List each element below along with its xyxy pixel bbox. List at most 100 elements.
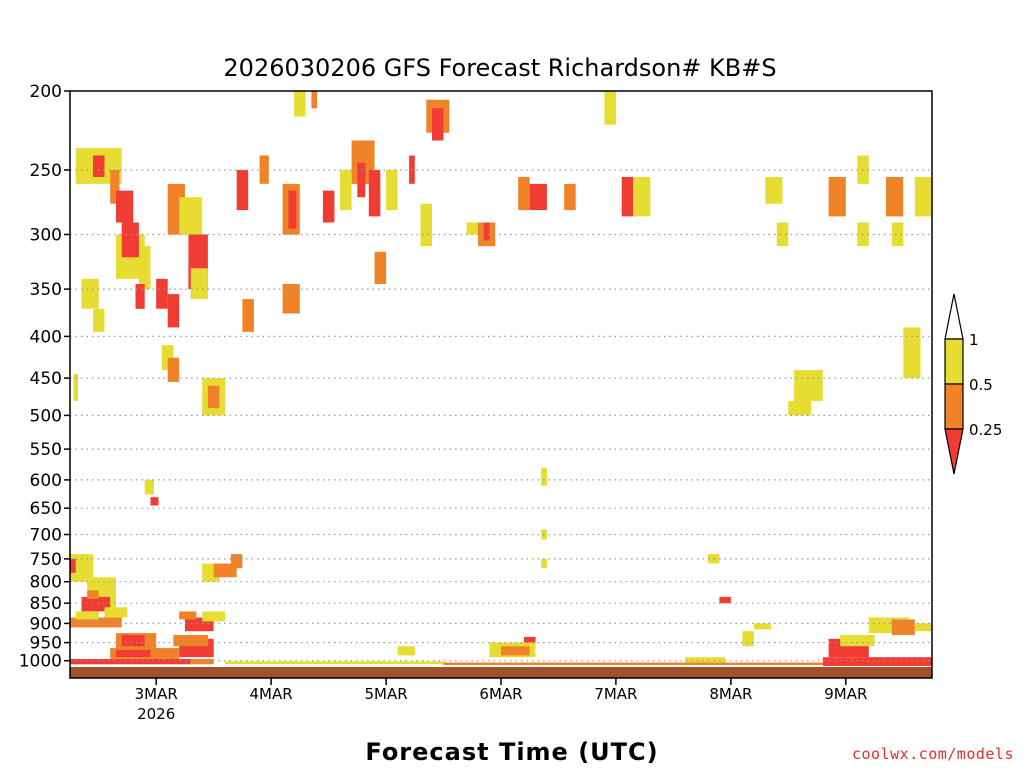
ri-cell-low [529,183,547,211]
ri-cell-mid [242,299,254,332]
ri-cell-mid [259,155,269,184]
ri-cell-low [93,155,105,177]
ri-cell-high [541,467,547,486]
ri-cell-low [70,558,76,573]
x-tick-label: 9MAR [824,685,867,703]
ri-cell-mid [891,619,915,636]
y-tick-label: 800 [30,573,62,593]
ground-fill [70,667,932,678]
ri-cell-high [914,177,932,217]
ri-cell-high [903,327,921,379]
ri-cell-high [139,246,151,290]
ri-cell-low [822,657,932,666]
y-tick-label: 500 [30,406,62,426]
ri-cell-high [386,170,398,211]
ri-cell-high [81,278,99,309]
legend-bottom-arrow [944,428,964,475]
ri-cell-high [340,170,352,211]
y-tick-label: 900 [30,614,62,634]
ri-cell-low [156,278,168,309]
ri-cell-mid [167,357,180,382]
ri-cell-low [167,294,180,328]
ri-cell-high [294,91,306,117]
y-tick-label: 650 [30,499,62,519]
ri-cell-high [104,607,128,618]
y-tick-label: 550 [30,440,62,460]
ground-band [70,667,932,678]
ri-cell-mid [179,611,197,620]
ri-cell-low [121,635,145,647]
y-tick-label: 750 [30,550,62,570]
ri-cell-high [70,554,93,582]
legend-bin-high [944,338,964,385]
ri-cell-high [541,558,547,569]
ri-cell-mid [374,251,387,284]
ri-cell-low [116,649,151,658]
ri-cell-high [73,374,78,401]
y-tick-label: 700 [30,526,62,546]
y-tick-label: 400 [30,327,62,347]
y-tick-label: 950 [30,634,62,654]
ri-cell-mid [173,635,208,647]
ri-cell-high [179,197,203,235]
ri-cell-mid [207,385,220,409]
y-tick-label: 450 [30,369,62,389]
ri-cell-high [684,657,726,663]
x-tick-label: 4MAR [250,685,293,703]
ri-cell-low [432,108,444,141]
ri-cell-low [121,222,139,258]
ri-cell-mid [311,91,318,109]
ri-cell-low [236,170,249,211]
ri-cell-high [914,623,932,632]
ri-cell-low [135,284,145,309]
x-tick-label: 6MAR [479,685,522,703]
ri-cell-mid [190,659,214,665]
ri-cell-mid [518,177,530,211]
ri-cell-high [891,222,904,247]
ri-cell-mid [443,662,823,665]
legend-bin-mid [944,383,964,430]
ri-cell-high [788,400,812,416]
ri-cell-high [161,345,174,371]
ri-cell-mid [886,177,904,217]
y-tick-label: 200 [30,82,62,102]
ri-cell-high [225,661,444,665]
ri-cell-high [397,646,415,656]
x-axis-label: Forecast Time (UTC) [365,738,658,766]
ri-cell-mid [282,284,300,314]
ri-cell-mid [87,590,99,599]
y-tick-label: 350 [30,280,62,300]
ri-cell-mid [230,554,243,569]
ri-cell-high [190,268,208,300]
ri-cell-mid [110,170,120,204]
ri-cell-low [116,190,134,223]
x-tick-label: 7MAR [594,685,637,703]
ri-cell-low [322,190,335,223]
pressure-gridlines [70,169,932,662]
color-legend: 1 0.5 0.25 [944,293,1002,475]
legend-label: 0.25 [969,421,1002,439]
ri-cell-high [776,222,789,247]
legend-label: 1 [969,331,979,349]
ri-cell-low [81,596,111,612]
ri-cell-mid [828,177,846,217]
ri-cell-low [524,636,536,643]
ri-cell-low [483,222,490,241]
ri-cell-high [144,479,154,495]
ri-cell-high [466,222,478,235]
credit-text[interactable]: coolwx.com/models [851,745,1014,763]
ri-cell-high [765,177,783,204]
ri-cell-high [93,308,105,332]
ri-cell-high [604,91,616,125]
ri-cell-mid [564,183,576,211]
ri-cell-high [202,611,226,622]
y-tick-label: 300 [30,226,62,246]
ri-cell-high [753,623,772,630]
chart-title: 2026030206 GFS Forecast Richardson# KB#S [223,54,776,82]
ri-cell-high [742,631,754,647]
ri-cell-high [75,611,99,620]
x-tick-label: 5MAR [365,685,408,703]
x-tick-label: 8MAR [709,685,752,703]
ri-cell-low [150,497,159,506]
ri-cell-low [719,596,731,604]
